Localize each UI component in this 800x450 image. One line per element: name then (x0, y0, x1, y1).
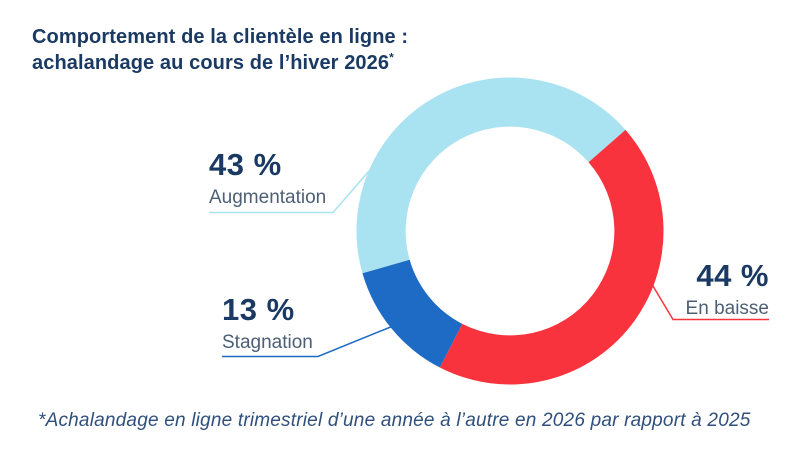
augmentation-category: Augmentation (209, 187, 327, 208)
stagnation-category: Stagnation (222, 332, 313, 353)
donut-slice-stagnation (362, 259, 463, 368)
page-title: Comportement de la clientèle en ligne : a… (32, 24, 408, 76)
leader-line-stagnation (222, 325, 394, 358)
leader-line-en-baisse (649, 280, 769, 321)
stagnation-percent: 13 % (222, 292, 295, 327)
leader-line-augmentation (209, 170, 370, 214)
label-en-baisse: 44 % En baisse (686, 258, 769, 320)
donut-ring (356, 77, 664, 385)
footnote: *Achalandage en ligne trimestriel d’une … (38, 410, 751, 431)
title-line-2: achalandage au cours de l’hiver 2026 (32, 52, 390, 74)
en-baisse-category: En baisse (685, 298, 769, 319)
label-augmentation: 43 % Augmentation (209, 147, 326, 209)
en-baisse-percent: 44 % (696, 258, 769, 293)
title-asterisk: * (389, 50, 394, 65)
donut-slice-en-baisse (439, 129, 664, 385)
augmentation-percent: 43 % (209, 147, 282, 182)
title-line-1: Comportement de la clientèle en ligne : (32, 26, 409, 48)
label-stagnation: 13 % Stagnation (222, 292, 313, 354)
donut-slice-augmentation (356, 77, 626, 274)
